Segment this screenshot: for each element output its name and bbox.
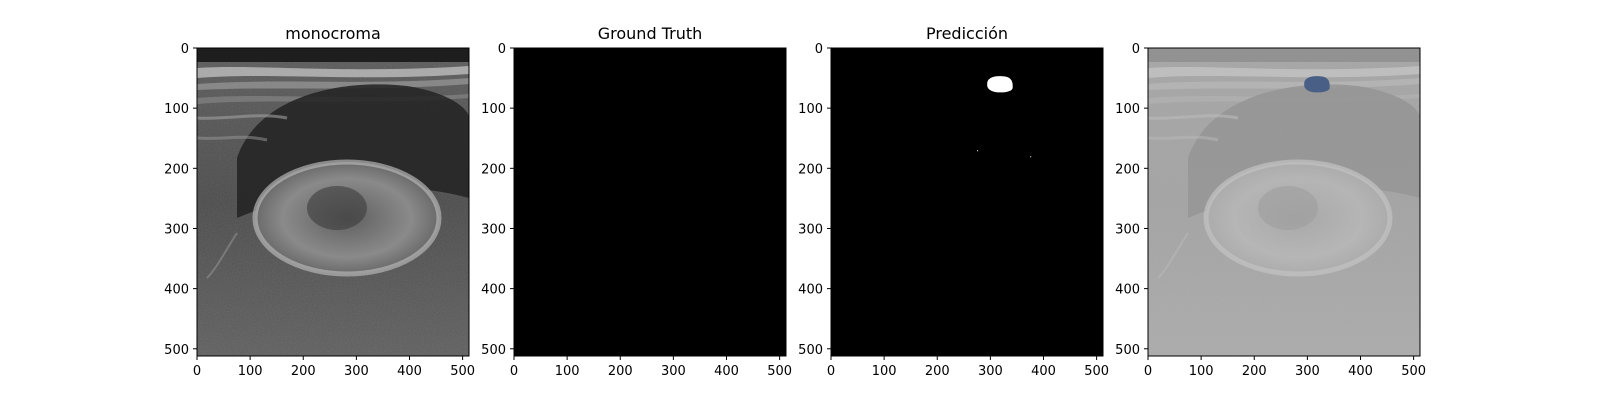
x-tick-label: 200 <box>925 364 950 379</box>
panel-1-title: monocroma <box>285 24 381 43</box>
x-tick-label: 300 <box>1295 364 1320 379</box>
panel-3-image <box>831 48 1103 356</box>
panel-4-image <box>1148 48 1420 356</box>
x-tick-label: 200 <box>1242 364 1267 379</box>
x-tick-label: 500 <box>1084 364 1109 379</box>
y-tick-label: 200 <box>164 162 189 177</box>
y-tick-label: 0 <box>498 42 506 57</box>
y-tick-label: 300 <box>481 222 506 237</box>
x-tick-label: 500 <box>450 364 475 379</box>
y-tick-label: 400 <box>164 283 189 298</box>
x-tick-label: 100 <box>238 364 263 379</box>
y-tick-label: 100 <box>798 102 823 117</box>
panel-4-region <box>1304 76 1330 93</box>
panel-1-image <box>197 48 469 356</box>
panel-3-frame <box>830 47 1104 357</box>
y-tick-label: 100 <box>164 102 189 117</box>
panel-3-title: Predicción <box>926 24 1008 43</box>
x-tick-label: 500 <box>767 364 792 379</box>
y-tick-label: 200 <box>1115 162 1140 177</box>
y-tick-label: 300 <box>164 222 189 237</box>
y-tick-label: 500 <box>481 343 506 358</box>
x-tick-label: 400 <box>714 364 739 379</box>
panel-2-title: Ground Truth <box>598 24 703 43</box>
y-tick-label: 500 <box>164 343 189 358</box>
panel-4-frame <box>1147 47 1421 357</box>
panel-2-image <box>514 48 786 356</box>
x-tick-label: 300 <box>978 364 1003 379</box>
x-tick-label: 400 <box>1348 364 1373 379</box>
x-tick-label: 0 <box>193 364 201 379</box>
y-tick-label: 200 <box>798 162 823 177</box>
x-tick-label: 0 <box>510 364 518 379</box>
y-tick-label: 100 <box>1115 102 1140 117</box>
y-tick-label: 0 <box>1132 42 1140 57</box>
y-tick-label: 300 <box>798 222 823 237</box>
x-tick-label: 300 <box>344 364 369 379</box>
panel-1: monocroma 0 100 200 300 400 500 0 100 200 300 400 50… <box>164 24 475 379</box>
y-tick-label: 200 <box>481 162 506 177</box>
x-tick-label: 200 <box>608 364 633 379</box>
panel-3: Predicción 0 100 200 300 400 500 0 100 200 300 400 5… <box>798 24 1109 379</box>
y-tick-label: 100 <box>481 102 506 117</box>
y-tick-label: 400 <box>798 283 823 298</box>
y-tick-label: 0 <box>181 42 189 57</box>
panel-1-frame <box>196 47 470 357</box>
y-tick-label: 400 <box>481 283 506 298</box>
x-tick-label: 100 <box>1189 364 1214 379</box>
panel-4: 0 100 200 300 400 500 0 100 200 300 400 500 <box>1115 42 1426 379</box>
panel-2-frame <box>513 47 787 357</box>
panel-3-region <box>987 76 1013 93</box>
x-tick-label: 200 <box>291 364 316 379</box>
y-tick-label: 500 <box>798 343 823 358</box>
x-tick-label: 400 <box>397 364 422 379</box>
x-tick-label: 100 <box>872 364 897 379</box>
y-tick-label: 500 <box>1115 343 1140 358</box>
y-tick-label: 300 <box>1115 222 1140 237</box>
y-tick-label: 0 <box>815 42 823 57</box>
x-tick-label: 100 <box>555 364 580 379</box>
x-tick-label: 0 <box>1144 364 1152 379</box>
y-tick-label: 400 <box>1115 283 1140 298</box>
x-tick-label: 500 <box>1401 364 1426 379</box>
x-tick-label: 0 <box>827 364 835 379</box>
x-tick-label: 400 <box>1031 364 1056 379</box>
x-tick-label: 300 <box>661 364 686 379</box>
panel-2: Ground Truth 0 100 200 300 400 500 0 100 200 300 40… <box>481 24 792 379</box>
